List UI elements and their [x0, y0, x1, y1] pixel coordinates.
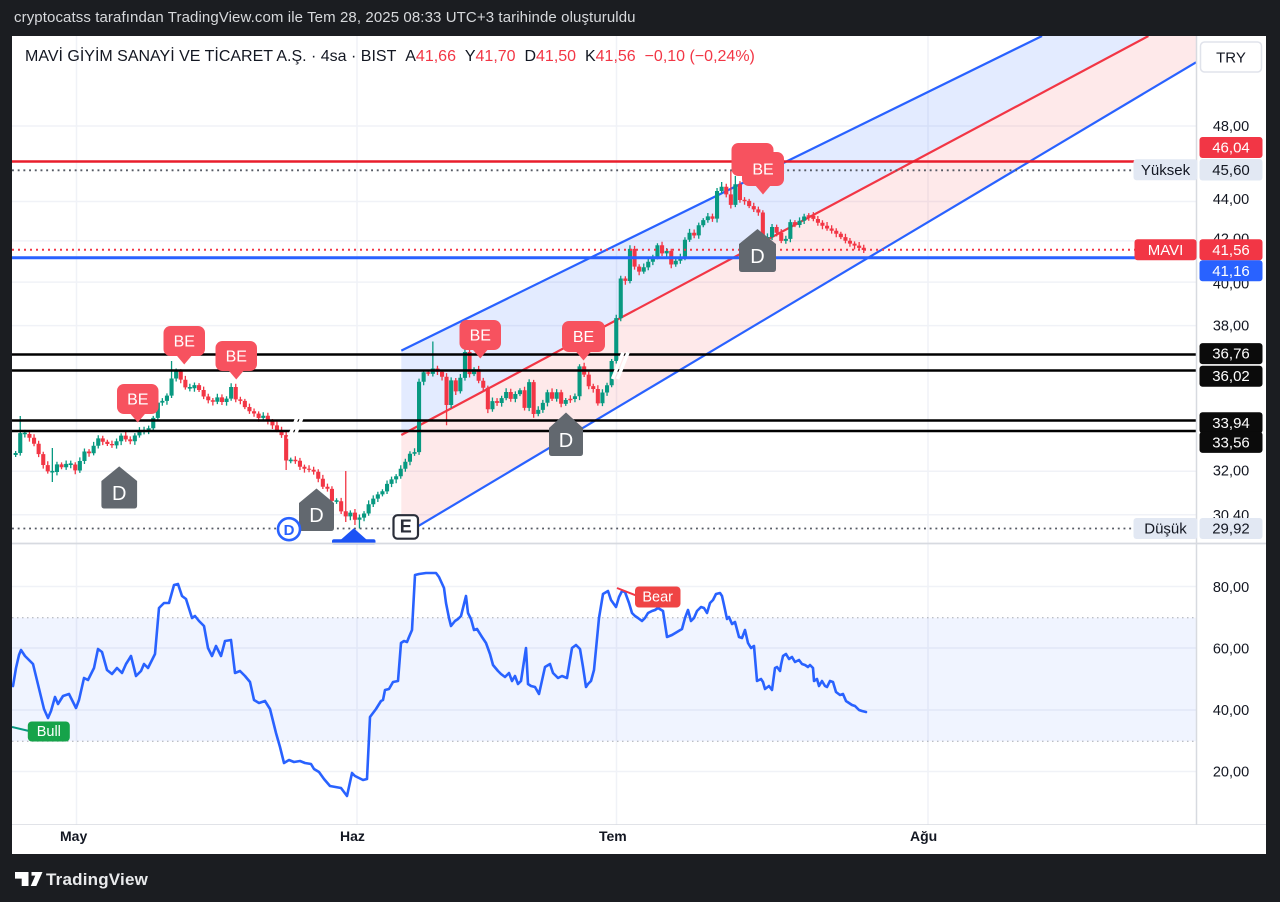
svg-text:60,00: 60,00: [1213, 642, 1249, 658]
svg-text:TRY: TRY: [1216, 50, 1246, 67]
svg-text:45,60: 45,60: [1212, 162, 1250, 179]
svg-text:BE: BE: [470, 328, 491, 345]
svg-text:MAVI: MAVI: [1148, 242, 1184, 259]
svg-text:D: D: [112, 483, 126, 505]
svg-text:41,56: 41,56: [1212, 242, 1250, 259]
svg-text:Bear: Bear: [642, 590, 673, 606]
svg-text:29,92: 29,92: [1212, 521, 1250, 538]
svg-text:D: D: [309, 505, 323, 527]
svg-text:E: E: [400, 517, 412, 537]
svg-text:33,94: 33,94: [1212, 415, 1250, 432]
svg-text:BE: BE: [127, 392, 148, 409]
svg-text:D: D: [284, 522, 295, 539]
svg-text:BE: BE: [573, 329, 594, 346]
svg-text:BE: BE: [226, 349, 247, 366]
svg-text:40,00: 40,00: [1213, 703, 1249, 719]
svg-text:Yüksek: Yüksek: [1141, 162, 1191, 179]
svg-text:BE: BE: [752, 162, 773, 179]
svg-text:33,56: 33,56: [1212, 434, 1250, 451]
svg-text:41,16: 41,16: [1212, 263, 1250, 280]
svg-text:Düşük: Düşük: [1144, 521, 1187, 538]
svg-text:D: D: [559, 430, 573, 452]
svg-text:D: D: [750, 246, 764, 268]
svg-text:Bull: Bull: [37, 724, 61, 740]
svg-text:44,00: 44,00: [1213, 192, 1249, 208]
svg-text:20,00: 20,00: [1213, 765, 1249, 781]
svg-text:80,00: 80,00: [1213, 580, 1249, 596]
svg-text:48,00: 48,00: [1213, 119, 1249, 135]
svg-text:36,02: 36,02: [1212, 368, 1250, 385]
svg-text:38,00: 38,00: [1213, 319, 1249, 335]
svg-text:46,04: 46,04: [1212, 140, 1250, 157]
svg-text:32,00: 32,00: [1213, 464, 1249, 480]
svg-text:BE: BE: [174, 334, 195, 351]
svg-text:36,76: 36,76: [1212, 346, 1250, 363]
